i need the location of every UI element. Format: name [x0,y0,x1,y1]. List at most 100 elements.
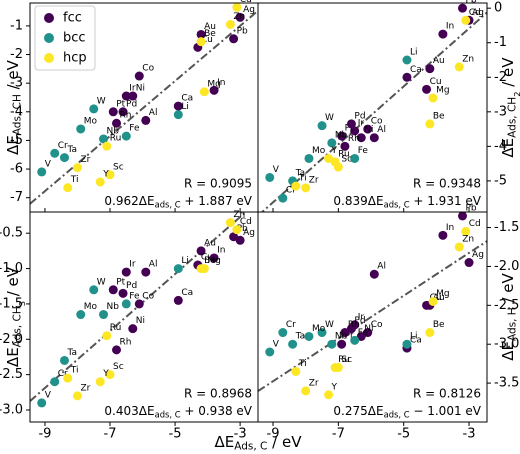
point-label: Ti [298,359,307,369]
y-tick-label: -1 [494,35,507,50]
point-label: Sc [341,155,352,165]
data-point [141,267,151,277]
data-point [402,72,412,82]
data-point [350,335,360,345]
point-label: Li [410,48,418,58]
data-point [232,225,242,235]
point-label: Mo [84,116,98,126]
y-tick-label: -1.0 [0,261,23,276]
point-label: Pb [237,26,248,36]
text-part: 2 [512,92,520,97]
text-part: / eV [499,57,517,92]
text-part: ads, C [155,199,181,209]
point-label: Ag [243,228,255,238]
data-point [99,134,109,144]
point-label: Cu [430,77,442,87]
data-point [173,264,183,274]
point-label: V [45,390,52,400]
panel-frame [257,211,488,423]
data-point [291,181,301,191]
y-tick-label: -5 [494,173,507,188]
data-point [121,131,131,141]
data-point [422,84,432,94]
fit-label: 0.275ΔEads, C − 1.001 eV [333,404,481,420]
data-point [454,62,464,72]
text-part: + 1.887 eV [181,194,253,208]
data-point [199,264,209,274]
data-point [464,258,474,268]
point-label: Ta [295,332,306,342]
data-point [346,324,356,334]
point-label: Co [371,320,383,330]
point-label: V [273,340,280,350]
text-part: ΔE [499,138,517,158]
text-part: ads, C [155,409,181,419]
point-label: Ir [358,312,365,322]
legend-label: hcp [63,51,87,66]
data-point [105,370,115,380]
data-point [278,193,288,203]
data-point [89,104,99,114]
data-point [95,377,105,387]
point-label: W [325,113,334,123]
x-tick-label: -7 [332,427,345,442]
x-tick-label: -7 [104,427,117,442]
point-label: Rh [120,337,132,347]
point-label: In [446,223,454,233]
y-tick-label: -3.0 [494,337,519,352]
point-label: Cd [240,0,252,5]
text-part: / eV [267,433,302,451]
point-label: Ir [129,260,136,270]
data-point [37,167,47,177]
point-label: Nb [335,332,348,342]
panel: -3.0 -2.5 -2.0 -1.5 -1.0 -0.5 -9 -7 -5 -3 ΔEAds, C… [0,210,259,442]
text-part: / eV [4,59,22,94]
data-point [337,339,347,349]
data-point [425,119,435,129]
data-point [324,390,334,400]
y-tick-label: -3.5 [494,376,519,391]
y-tick-label: -1.5 [494,220,519,235]
point-label: In [446,22,454,32]
point-label: Ca [181,94,193,104]
x-tick-label: -9 [267,427,280,442]
text-part: Ads, CH [12,306,24,347]
point-label: Mg [436,86,449,96]
y-tick-label: -7 [10,190,23,205]
point-label: Cr [286,320,296,330]
data-point [458,212,467,221]
data-point [278,328,288,338]
data-point [89,285,99,295]
point-label: Ni [136,316,145,326]
point-label: In [217,78,225,88]
point-label: Pd [126,99,137,109]
x-axis-label: ΔEAds, C / eV [215,433,303,453]
point-label: Ru [338,149,350,159]
point-label: Be [433,320,445,330]
text-part: 0.275ΔE [333,404,383,418]
data-point [50,377,60,387]
point-label: Pt [116,99,125,109]
data-point [225,19,235,29]
data-point [102,141,112,151]
data-point [209,85,219,95]
data-point [50,148,60,158]
data-point [438,29,448,39]
point-label: Cu [201,35,213,45]
data-point [304,153,314,163]
data-point [95,177,105,187]
text-part: ΔE [4,347,22,367]
point-label: Cr [58,369,68,379]
point-label: Ag [472,250,484,260]
data-point [232,3,242,12]
point-label: Au [204,238,216,248]
text-part: 0.403ΔE [104,404,154,418]
data-point [369,269,379,279]
data-point [173,101,183,111]
y-axis-label: ΔEAds, CH3 / eV [4,266,27,367]
data-point [173,110,183,120]
text-part: ΔE [215,433,235,451]
data-point [63,373,73,383]
point-label: Ru [110,134,122,144]
data-point [454,242,464,252]
